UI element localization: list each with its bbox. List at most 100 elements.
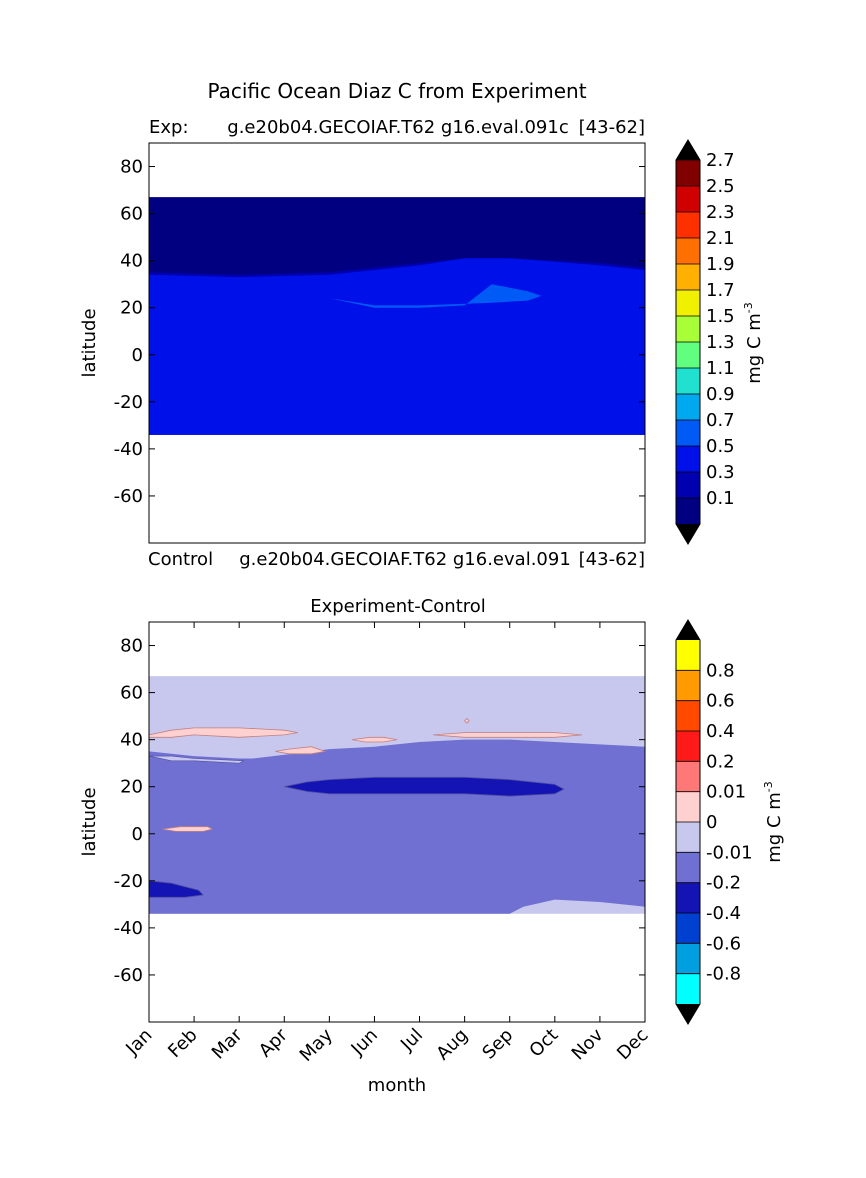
contour-fill-level-0.5 xyxy=(149,258,645,435)
colorbar-swatch xyxy=(676,761,700,792)
y-tick-label: -60 xyxy=(114,486,143,507)
contour-fill-level-minus-0.01-to-minus-0.2 xyxy=(149,739,645,914)
colorbar-swatch xyxy=(676,670,700,701)
experiment-colorbar: 2.7 2.5 2.3 2.1 1.9 1.7 1.5 1.3 1.1 0.9 0.7 0.5 0.3 0… xyxy=(675,139,735,545)
contour-fill-level-minus-0.2-to-minus-0.4 xyxy=(148,880,204,898)
x-tick-label: May xyxy=(296,1024,337,1065)
contour-fill-level-0-to-0.01 xyxy=(148,727,298,738)
colorbar-tick-label: 0.9 xyxy=(706,384,735,405)
colorbar-swatch xyxy=(676,498,700,524)
difference-panel: Experiment-Control 80 60 40 20 0 -20 -40 -60 Ja… xyxy=(79,596,785,1096)
colorbar-swatch xyxy=(676,394,700,420)
x-tick-label: Jun xyxy=(347,1025,382,1060)
colorbar-tick-label: 0.01 xyxy=(706,782,746,803)
colorbar-swatch xyxy=(676,822,700,853)
colorbar-swatch xyxy=(676,264,700,290)
y-tick-label: 60 xyxy=(120,683,143,704)
difference-x-axis-label: month xyxy=(368,1075,426,1096)
colorbar-tick-label: 0.2 xyxy=(706,751,735,772)
colorbar-swatch xyxy=(676,700,700,731)
colorbar-swatch xyxy=(676,852,700,883)
colorbar-tick-label: 2.5 xyxy=(706,176,735,197)
plot-frame xyxy=(148,142,646,544)
colorbar-extend-max-arrow xyxy=(676,140,700,160)
x-tick-label: Nov xyxy=(568,1024,608,1064)
x-tick-label: Oct xyxy=(525,1025,562,1062)
colorbar-swatch xyxy=(676,316,700,342)
experiment-panel: Exp: g.e20b04.GECOIAF.T62 g16.eval.091c … xyxy=(79,117,765,570)
colorbar-swatch xyxy=(676,368,700,394)
colorbar-tick-label: -0.2 xyxy=(706,873,741,894)
colorbar-tick-label: -0.4 xyxy=(706,903,741,924)
contour-fill-level-0-to-0.01 xyxy=(433,732,582,738)
colorbar-swatch xyxy=(676,973,700,1004)
contour-fill-level-0.7 xyxy=(329,284,542,308)
colorbar-tick-label: 0.3 xyxy=(706,462,735,483)
colorbar-tick-label: 1.7 xyxy=(706,280,735,301)
y-tick-label: -20 xyxy=(114,392,143,413)
y-tick-label: -60 xyxy=(114,965,143,986)
x-tick-label: Aug xyxy=(432,1025,472,1065)
colorbar-extend-min-arrow xyxy=(676,1004,700,1024)
difference-title: Experiment-Control xyxy=(310,596,486,617)
y-tick-label: 80 xyxy=(120,157,143,178)
contour-fill-level-0-to-0.01 xyxy=(162,826,214,832)
experiment-plot-area xyxy=(148,142,646,544)
figure-title: Pacific Ocean Diaz C from Experiment xyxy=(207,79,586,103)
colorbar-swatch xyxy=(676,238,700,264)
colorbar-tick-label: 1.1 xyxy=(706,358,735,379)
difference-colorbar: 0.8 0.6 0.4 0.2 0.01 0 -0.01 -0.2 -0.4 -0.6 -0.8 xyxy=(675,619,753,1025)
colorbar-swatch xyxy=(676,791,700,822)
colorbar-swatch xyxy=(676,212,700,238)
colorbar-tick-label: 0.4 xyxy=(706,721,735,742)
contour-fill-level-0-to-0.01 xyxy=(351,736,398,743)
colorbar-swatch xyxy=(676,446,700,472)
y-tick-label: -40 xyxy=(114,439,143,460)
experiment-colorbar-label: mg C m-3 xyxy=(742,302,765,383)
colorbar-tick-label: 0 xyxy=(706,812,717,833)
x-tick-label: Dec xyxy=(613,1025,652,1064)
colorbar-swatch xyxy=(676,342,700,368)
experiment-y-axis-label: latitude xyxy=(79,308,100,377)
colorbar-extend-max-arrow xyxy=(676,620,700,640)
colorbar-swatch xyxy=(676,472,700,498)
x-tick-label: Sep xyxy=(478,1025,517,1064)
y-tick-label: 40 xyxy=(120,251,143,272)
y-tick-label: 40 xyxy=(120,730,143,751)
control-left-label: Control xyxy=(148,549,213,570)
colorbar-swatch xyxy=(676,913,700,944)
colorbar-extend-min-arrow xyxy=(676,524,700,544)
y-tick-label: 20 xyxy=(120,777,143,798)
colorbar-swatch xyxy=(676,882,700,913)
y-tick-label: 60 xyxy=(120,204,143,225)
y-tick-label: 0 xyxy=(132,824,143,845)
colorbar-swatch xyxy=(676,160,700,186)
colorbar-tick-label: -0.01 xyxy=(706,842,753,863)
y-tick-label: -20 xyxy=(114,871,143,892)
experiment-y-ticks: 80 60 40 20 0 -20 -40 -60 xyxy=(114,157,645,507)
colorbar-tick-label: 0.5 xyxy=(706,436,735,457)
x-tick-label: Jul xyxy=(396,1025,427,1056)
control-years-label: [43-62] xyxy=(579,549,645,570)
difference-y-ticks: 80 60 40 20 0 -20 -40 -60 xyxy=(114,636,645,986)
experiment-case-label: g.e20b04.GECOIAF.T62 g16.eval.091c xyxy=(227,117,568,138)
difference-plot-area xyxy=(148,621,646,1023)
x-tick-label: Feb xyxy=(164,1025,201,1062)
x-tick-label: Jan xyxy=(121,1025,156,1060)
colorbar-tick-label: 2.1 xyxy=(706,228,735,249)
colorbar-tick-label: -0.6 xyxy=(706,933,741,954)
colorbar-tick-label: 1.3 xyxy=(706,332,735,353)
plot-frame xyxy=(148,621,646,1023)
control-case-label: g.e20b04.GECOIAF.T62 g16.eval.091 xyxy=(239,549,571,570)
colorbar-swatch xyxy=(676,290,700,316)
colorbar-swatch xyxy=(676,186,700,212)
x-tick-label: Mar xyxy=(208,1024,247,1063)
colorbar-tick-label: 2.7 xyxy=(706,150,735,171)
y-tick-label: 20 xyxy=(120,298,143,319)
experiment-left-label: Exp: xyxy=(149,117,189,138)
y-tick-label: -40 xyxy=(114,918,143,939)
colorbar-tick-label: 1.9 xyxy=(706,254,735,275)
colorbar-swatch xyxy=(676,640,700,671)
contour-fill-level-0-to-0.01 xyxy=(275,746,327,755)
